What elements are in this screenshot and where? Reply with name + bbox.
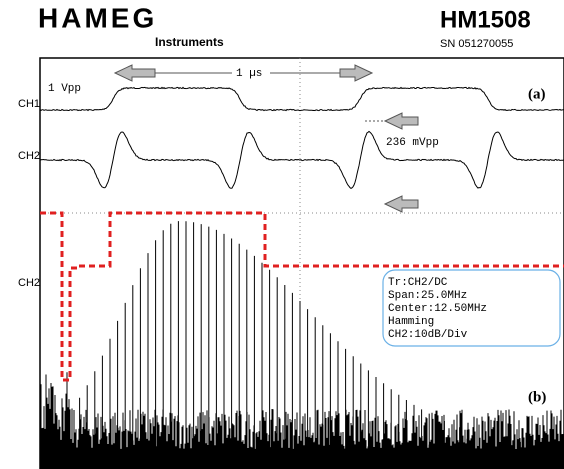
fft-info-box xyxy=(382,269,561,347)
panel-b: (b) xyxy=(528,389,546,405)
arrow-right xyxy=(339,64,374,82)
arrow-bottom xyxy=(383,195,419,213)
window-trace xyxy=(40,211,564,382)
model: HM1508 xyxy=(440,6,531,33)
fft-info-line: Span:25.0MHz xyxy=(388,290,467,302)
brand-sub: Instruments xyxy=(155,35,224,49)
fft-info-line: Hamming xyxy=(388,316,434,328)
ch1-label: CH1 xyxy=(18,98,40,110)
ch1-trace xyxy=(39,86,564,112)
ch1-amplitude: 1 Vpp xyxy=(48,83,81,95)
waveforms xyxy=(39,86,564,469)
fft-info-line: Center:12.50MHz xyxy=(388,303,487,315)
label-bg xyxy=(232,65,270,81)
ch2-trace xyxy=(39,130,564,190)
fft-ch-label: CH2 xyxy=(18,277,40,289)
serial: SN 051270055 xyxy=(440,38,513,50)
ch2-amplitude: 236 mVpp xyxy=(386,137,439,149)
fft-info-line: Tr:CH2/DC xyxy=(388,277,448,289)
brand: HAMEG xyxy=(38,2,157,33)
screen-frame xyxy=(39,57,564,469)
arrow-left xyxy=(113,64,156,82)
fft-info-line: CH2:10dB/Div xyxy=(388,329,468,341)
arrow-top xyxy=(383,112,419,130)
spectrum xyxy=(40,221,564,469)
time-span: 1 µs xyxy=(236,68,262,80)
panel-a: (a) xyxy=(528,86,546,102)
ch2-label: CH2 xyxy=(18,150,40,162)
screen xyxy=(39,57,564,469)
fft-info: Tr:CH2/DCSpan:25.0MHzCenter:12.50MHzHamm… xyxy=(388,277,487,341)
